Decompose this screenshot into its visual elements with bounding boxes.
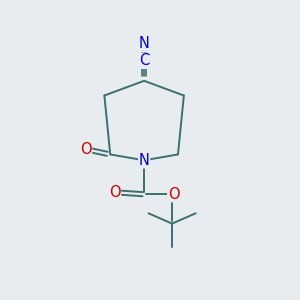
Text: O: O (109, 185, 121, 200)
Text: N: N (139, 36, 149, 51)
Text: C: C (139, 53, 149, 68)
Text: N: N (139, 153, 149, 168)
Text: O: O (168, 187, 179, 202)
Text: O: O (80, 142, 92, 157)
